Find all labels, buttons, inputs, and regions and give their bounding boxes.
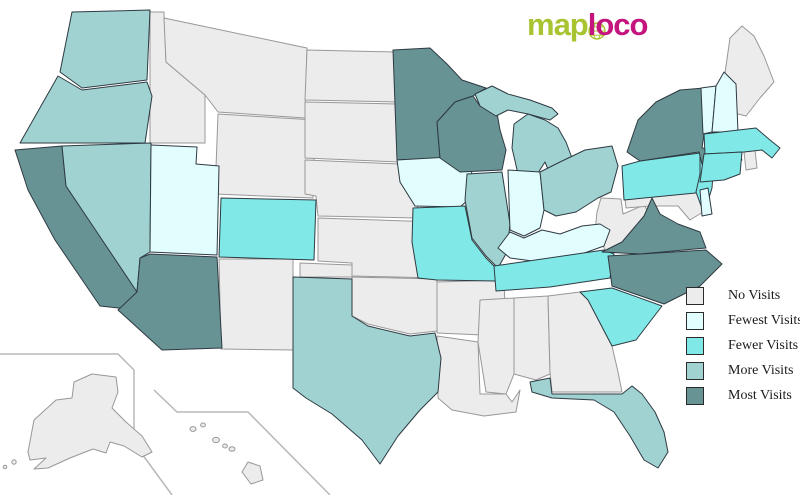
legend-item-fewest-visits: Fewest Visits: [686, 312, 800, 330]
state-arizona: [117, 253, 223, 351]
legend-item-more-visits: More Visits: [686, 362, 800, 380]
legend-swatch-more-visits: [686, 362, 704, 380]
legend-label-most-visits: Most Visits: [728, 388, 792, 403]
state-colorado: [218, 197, 317, 261]
legend-item-most-visits: Most Visits: [686, 387, 800, 405]
maploco-logo[interactable]: maploco: [527, 5, 649, 45]
legend-swatch-fewer-visits: [686, 337, 704, 355]
state-wyoming: [214, 113, 316, 199]
legend-item-fewer-visits: Fewer Visits: [686, 337, 800, 355]
state-connecticut: [699, 151, 743, 183]
state-montana: [163, 17, 308, 119]
hawaii-big-island: [241, 461, 264, 485]
state-wisconsin: [436, 95, 507, 173]
legend-label-no-visits: No Visits: [728, 288, 781, 303]
state-virginia: [601, 197, 707, 255]
globe-icon: [588, 10, 606, 50]
legend-label-more-visits: More Visits: [728, 363, 794, 378]
legend-swatch-no-visits: [686, 287, 704, 305]
hawaii-island: [222, 443, 228, 449]
alaska-aleutian-island: [11, 459, 17, 465]
state-indiana: [507, 169, 545, 237]
state-north-dakota: [304, 49, 398, 103]
inset-borders: [0, 353, 331, 495]
state-utah: [149, 144, 220, 256]
legend-swatch-fewest-visits: [686, 312, 704, 330]
hawaii-inset-border: [153, 389, 331, 495]
alaska-inset-border: [0, 353, 173, 495]
state-texas: [292, 276, 442, 465]
state-south-dakota: [304, 101, 401, 163]
logo-text-map: map: [527, 7, 589, 42]
legend-swatch-most-visits: [686, 387, 704, 405]
legend: No Visits Fewest Visits Fewer Visits Mor…: [686, 287, 800, 412]
state-tennessee: [493, 249, 615, 292]
hawaii-island: [228, 446, 236, 452]
logo-text-loco: loco: [587, 7, 649, 42]
state-alaska: [27, 373, 153, 470]
state-mississippi: [477, 297, 515, 395]
state-new-mexico: [218, 258, 294, 351]
state-pennsylvania: [621, 152, 707, 201]
state-louisiana: [436, 335, 521, 417]
hawaii-island: [189, 426, 197, 432]
state-new-hampshire: [711, 71, 739, 133]
state-oklahoma: [299, 262, 438, 335]
alaska-aleutian-island: [2, 464, 8, 470]
state-washington: [59, 9, 151, 89]
state-ohio: [539, 145, 619, 217]
state-michigan-up: [474, 85, 559, 121]
state-rhode-island: [743, 149, 758, 171]
state-north-carolina: [607, 249, 723, 305]
state-south-carolina: [579, 287, 663, 347]
hawaii-island: [212, 436, 220, 444]
hawaii-island: [200, 422, 206, 428]
state-oregon: [19, 75, 153, 144]
legend-label-fewer-visits: Fewer Visits: [728, 338, 799, 353]
state-delaware: [699, 187, 713, 217]
legend-label-fewest-visits: Fewest Visits: [728, 313, 800, 328]
state-new-york: [626, 87, 743, 165]
legend-item-no-visits: No Visits: [686, 287, 800, 305]
state-florida: [529, 377, 669, 469]
state-alabama: [513, 295, 551, 381]
